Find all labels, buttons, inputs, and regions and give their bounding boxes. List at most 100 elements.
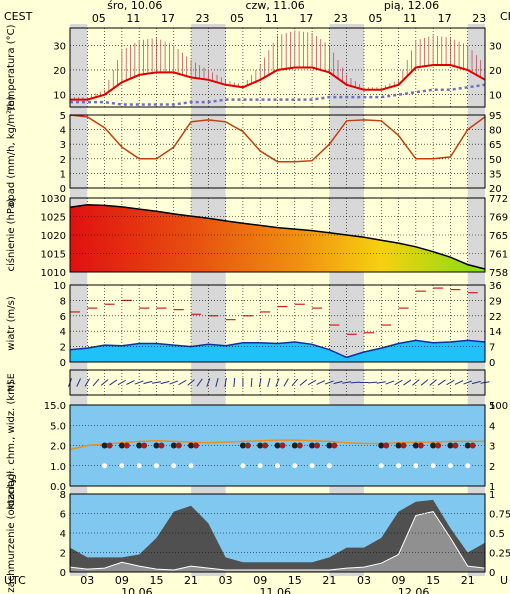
series-temperature bbox=[70, 64, 486, 101]
y-tick-label-right: 14 bbox=[489, 327, 502, 338]
cloud-base-dot bbox=[383, 442, 390, 449]
cloud-base-dot bbox=[395, 442, 402, 449]
wind-arrow bbox=[299, 379, 308, 386]
y-tick-label-right: 95 bbox=[489, 111, 502, 122]
y-tick-label: 1 bbox=[60, 169, 66, 180]
cloud-base-dot bbox=[118, 442, 125, 449]
timezone-label-right: CE bbox=[500, 10, 510, 23]
cloud-base-dot bbox=[244, 442, 251, 449]
wind-arrow bbox=[291, 378, 299, 387]
wind-arrow bbox=[307, 379, 317, 386]
cloud-base-dot bbox=[240, 463, 246, 469]
y-tick-label-right: 765 bbox=[489, 231, 508, 242]
wind-arrow bbox=[126, 380, 135, 385]
cloud-base-dot bbox=[430, 463, 436, 469]
y-tick-label-right: 4 bbox=[489, 421, 495, 432]
y-tick-label: 2 bbox=[60, 343, 66, 354]
series-humidity bbox=[69, 114, 486, 163]
utc-hour-tick-label: 03 bbox=[357, 574, 371, 587]
wind-arrow bbox=[420, 379, 429, 386]
cloud-base-dot bbox=[452, 442, 459, 449]
hour-tick-label: 11 bbox=[265, 12, 279, 25]
cloud-base-dot bbox=[331, 442, 338, 449]
wind-arrow bbox=[454, 380, 464, 385]
hour-tick-label: 11 bbox=[403, 12, 417, 25]
wind-arrow bbox=[160, 380, 170, 385]
panel-border bbox=[69, 27, 486, 108]
wind-arrow bbox=[224, 377, 227, 388]
y-tick-label-right: 30 bbox=[489, 41, 502, 52]
y-tick-label-right: 35 bbox=[489, 169, 502, 180]
time-footer: UTC U 03 09 15 21 03 09 15 21 03 09 15 21 10.06 11.06… bbox=[4, 574, 508, 594]
panel-pressure: 1010 1015 1020 1025 1030 758 761 765 769 772 ciśni… bbox=[5, 194, 508, 279]
y-tick-label-right: 50 bbox=[489, 155, 502, 166]
y-tick-label-right: 29 bbox=[489, 296, 502, 307]
wind-arrow bbox=[275, 378, 280, 387]
y-tick-label-right: 0.25 bbox=[489, 549, 510, 560]
axis-title: temperatura (°C) bbox=[6, 24, 17, 110]
wind-arrow bbox=[117, 379, 127, 386]
y-tick-label: 4 bbox=[60, 126, 66, 137]
day-label: pią, 12.06 bbox=[384, 0, 439, 12]
cloud-base-dot bbox=[447, 442, 454, 449]
panel-wind_direction: NSE bbox=[7, 369, 490, 396]
series-pressure bbox=[69, 203, 486, 270]
cloud-base-dot bbox=[275, 463, 280, 469]
panel-border bbox=[69, 197, 486, 273]
series-wind bbox=[69, 339, 486, 359]
series-total-cloud bbox=[70, 499, 485, 572]
utc-date-label: 11.06 bbox=[260, 586, 292, 594]
wind-arrow bbox=[324, 380, 334, 385]
cloud-base-dot bbox=[171, 463, 177, 469]
y-tick-label-right: 22 bbox=[489, 312, 502, 323]
y-tick-label-right: 36 bbox=[489, 281, 502, 292]
wind-arrow bbox=[215, 378, 219, 387]
wind-arrow bbox=[412, 379, 420, 386]
y-tick-label-right: 5 bbox=[489, 401, 495, 412]
wind-arrow bbox=[394, 379, 403, 386]
y-tick-label-right: 0 bbox=[489, 358, 495, 369]
wind-arrow bbox=[446, 379, 455, 386]
wind-arrow bbox=[196, 378, 203, 387]
y-tick-label: 2 bbox=[60, 155, 66, 166]
hour-tick-label: 23 bbox=[334, 12, 348, 25]
timezone-label: CEST bbox=[4, 10, 33, 23]
y-tick-label-right: 1 bbox=[489, 490, 495, 501]
utc-hour-tick-label: 15 bbox=[288, 574, 302, 587]
wind-arrow bbox=[187, 379, 195, 386]
utc-label-right: U bbox=[500, 574, 508, 587]
y-tick-label-right: 758 bbox=[489, 268, 508, 279]
cloud-base-dot bbox=[309, 463, 315, 469]
day-label: czw, 11.06 bbox=[246, 0, 305, 12]
y-tick-label: 3 bbox=[60, 140, 66, 151]
y-tick-label: 4 bbox=[60, 327, 66, 338]
utc-hour-tick-label: 15 bbox=[149, 574, 163, 587]
y-tick-label: 5 bbox=[60, 111, 66, 122]
hour-tick-label: 05 bbox=[368, 12, 382, 25]
cloud-base-dot bbox=[378, 442, 385, 449]
day-label: śro, 10.06 bbox=[107, 0, 162, 12]
cloud-base-dot bbox=[102, 463, 108, 469]
utc-date-label: 10.06 bbox=[121, 586, 152, 594]
utc-hour-tick-label: 03 bbox=[80, 574, 94, 587]
wind-arrow bbox=[333, 380, 343, 385]
y-tick-label-right: 772 bbox=[489, 194, 508, 205]
y-tick-label-right: 1 bbox=[489, 482, 495, 493]
cloud-base-dot bbox=[435, 442, 442, 449]
y-tick-label: 0.0 bbox=[50, 482, 66, 493]
low-cloud-line bbox=[69, 511, 486, 571]
y-tick-label: 6 bbox=[60, 510, 66, 521]
y-tick-label: 0 bbox=[60, 568, 66, 579]
cloud-base-dot bbox=[464, 442, 471, 449]
cloud-base-dot bbox=[153, 463, 159, 469]
y-tick-label: 5.0 bbox=[50, 421, 66, 432]
cloud-base-dot bbox=[291, 442, 298, 449]
y-tick-label-right: 65 bbox=[489, 140, 502, 151]
wind-arrow bbox=[376, 381, 386, 384]
hour-tick-label: 23 bbox=[196, 12, 210, 25]
panel-humidity: 0 1 2 3 4 5 20 35 50 65 80 95 opad (mm/h, kg/m²/h) bbox=[6, 96, 502, 207]
wind-arrow bbox=[76, 378, 82, 387]
axis-title: NSE bbox=[7, 373, 17, 391]
wind-arrow bbox=[283, 378, 289, 387]
